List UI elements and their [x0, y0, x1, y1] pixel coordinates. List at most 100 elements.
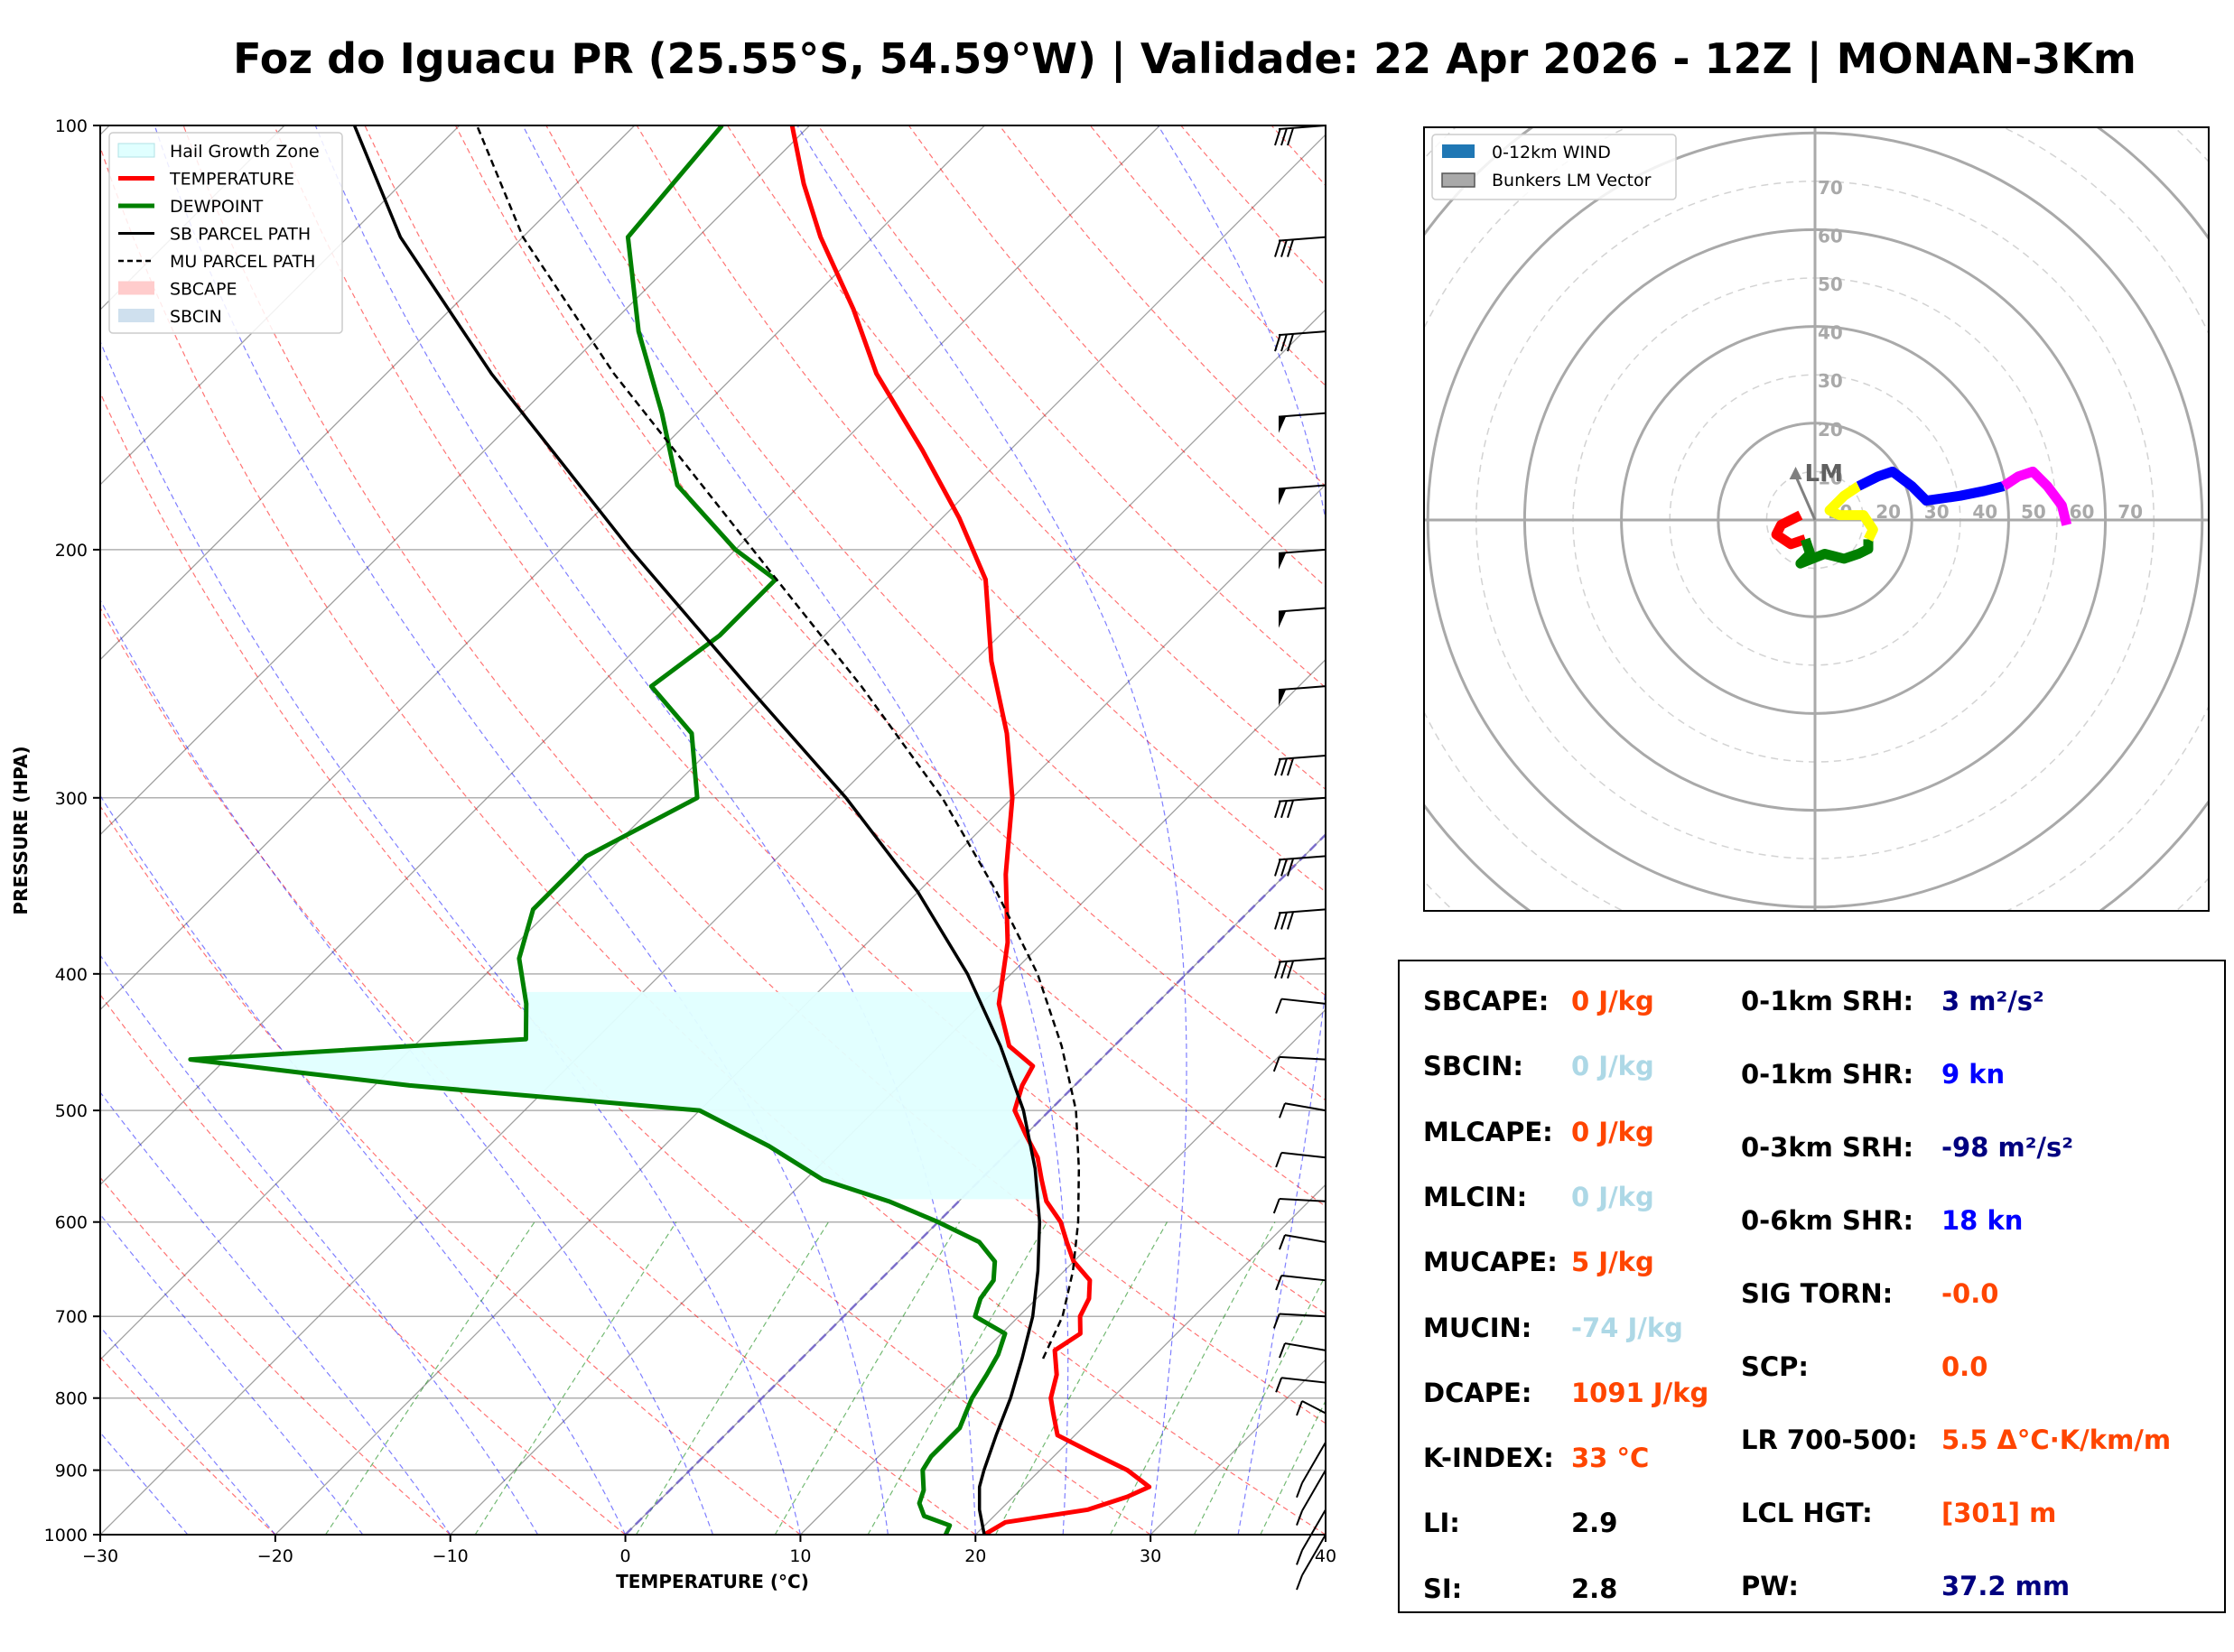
param-label: SCP: [1741, 1351, 1810, 1382]
param-label: MUCIN: [1423, 1312, 1532, 1343]
param-value: 0 J/kg [1571, 986, 1654, 1016]
ring-label: 20 [1818, 419, 1843, 441]
dry-adiabat [182, 125, 1326, 1425]
wind-barb-staff [1284, 1102, 1326, 1112]
param-value: 33 °C [1571, 1443, 1650, 1474]
wind-barb-staff [1279, 1055, 1326, 1061]
dry-adiabat [636, 125, 1326, 893]
ring-label: 10 [1818, 467, 1843, 488]
x-tick-label: 40 [1315, 1546, 1336, 1566]
isotherm [100, 134, 1326, 1361]
x-tick-label: 10 [789, 1546, 811, 1566]
wind-barb-pennant [1279, 552, 1286, 570]
wind-barb-staff [1301, 1534, 1326, 1576]
y-tick-label: 100 [55, 116, 88, 136]
legend-swatch [118, 309, 154, 322]
param-value: 1091 J/kg [1571, 1377, 1709, 1408]
wind-barb-staff [1284, 1342, 1326, 1351]
wind-barb [1274, 957, 1326, 979]
moist-adiabat [100, 1213, 364, 1535]
moist-adiabat [100, 599, 714, 1535]
param-value: -74 J/kg [1571, 1312, 1683, 1343]
lm-vector-arrow [1794, 475, 1817, 521]
wind-barb [1278, 607, 1326, 628]
wind-barb-feather [1287, 961, 1294, 979]
wind-barb [1296, 1442, 1326, 1499]
wind-barb [1296, 1400, 1326, 1416]
wind-barb [1278, 412, 1326, 433]
legend-entry: SBCAPE [170, 280, 237, 300]
wind-barb-staff [1301, 1508, 1326, 1551]
wind-barb [1272, 1198, 1326, 1214]
y-tick-label: 400 [55, 965, 88, 985]
mixing-ratio-line [867, 1221, 1048, 1535]
legend-entry: 0-12km WIND [1492, 143, 1611, 162]
param-value: 2.8 [1571, 1573, 1618, 1604]
mixing-ratio-line [325, 1221, 535, 1535]
wind-barb [1279, 1102, 1326, 1118]
param-label: 0-1km SRH: [1741, 986, 1914, 1016]
ring-label: 60 [2070, 501, 2095, 523]
wind-barb-feather [1296, 1510, 1303, 1526]
isotherm [100, 309, 1326, 1535]
param-label: 0-6km SHR: [1741, 1205, 1914, 1236]
wind-barb [1274, 755, 1326, 776]
wind-barb-feather [1287, 858, 1294, 877]
isotherm [100, 125, 636, 661]
mixing-ratio-line [635, 1221, 830, 1535]
wind-barb-pennant [1279, 488, 1286, 506]
wind-barb [1279, 1234, 1326, 1250]
dewpoint-line [188, 125, 1008, 1535]
wind-barb-feather [1272, 1313, 1280, 1329]
dry-adiabat [100, 993, 626, 1535]
wind-barb-staff [1278, 607, 1326, 613]
isotherm [100, 125, 461, 486]
moist-adiabat [100, 1325, 276, 1535]
wind-barb [1275, 1274, 1326, 1291]
wind-barb-pennant [1279, 690, 1286, 707]
isotherm [625, 833, 1326, 1535]
param-label: SI: [1423, 1573, 1463, 1604]
legend-swatch [118, 281, 154, 295]
wind-barb-feather [1280, 961, 1288, 979]
wind-barb [1275, 1151, 1326, 1168]
hodograph-ring [1424, 127, 2209, 911]
wind-barb-feather [1280, 127, 1288, 146]
y-axis-label: PRESSURE (HPA) [10, 746, 32, 914]
wind-barb-feather [1296, 1482, 1303, 1499]
param-label: SBCAPE: [1423, 986, 1550, 1016]
wind-barb-feather [1280, 333, 1288, 352]
param-label: MUCAPE: [1423, 1247, 1558, 1278]
wind-barb-staff [1278, 412, 1326, 418]
wind-barb [1274, 236, 1326, 257]
wind-barb-feather [1274, 800, 1281, 819]
param-label: MLCIN: [1423, 1181, 1528, 1212]
wind-barb-staff [1284, 1234, 1326, 1243]
ring-label: 30 [1818, 370, 1843, 392]
wind-barb-staff [1281, 1274, 1326, 1282]
dry-adiabat [545, 125, 1326, 997]
wind-barb-staff [1281, 998, 1326, 1005]
legend-entry: SB PARCEL PATH [170, 225, 311, 245]
wind-barb-pennant [1279, 416, 1286, 433]
wind-barb [1296, 1470, 1326, 1526]
mixing-ratio-line [1260, 1399, 1326, 1535]
wind-barb-feather [1287, 239, 1294, 257]
legend-entry: DEWPOINT [170, 197, 264, 217]
param-value: 0 J/kg [1571, 1116, 1654, 1147]
param-label: K-INDEX: [1423, 1443, 1554, 1474]
hail-growth-zone [190, 991, 1047, 1200]
wind-barb-staff [1301, 1442, 1326, 1484]
wind-barb-feather [1275, 1377, 1283, 1393]
moist-adiabat [1157, 125, 1326, 1535]
param-value: [301] m [1941, 1498, 2057, 1528]
isotherm [974, 1183, 1326, 1535]
wind-barb [1274, 125, 1326, 146]
ring-label: 40 [1818, 322, 1843, 344]
x-axis-label: TEMPERATURE (°C) [616, 1571, 809, 1592]
x-tick-label: 30 [1140, 1546, 1161, 1566]
wind-barb [1296, 1508, 1326, 1565]
ring-label: 20 [1876, 501, 1901, 523]
wind-barb-staff [1278, 685, 1326, 691]
